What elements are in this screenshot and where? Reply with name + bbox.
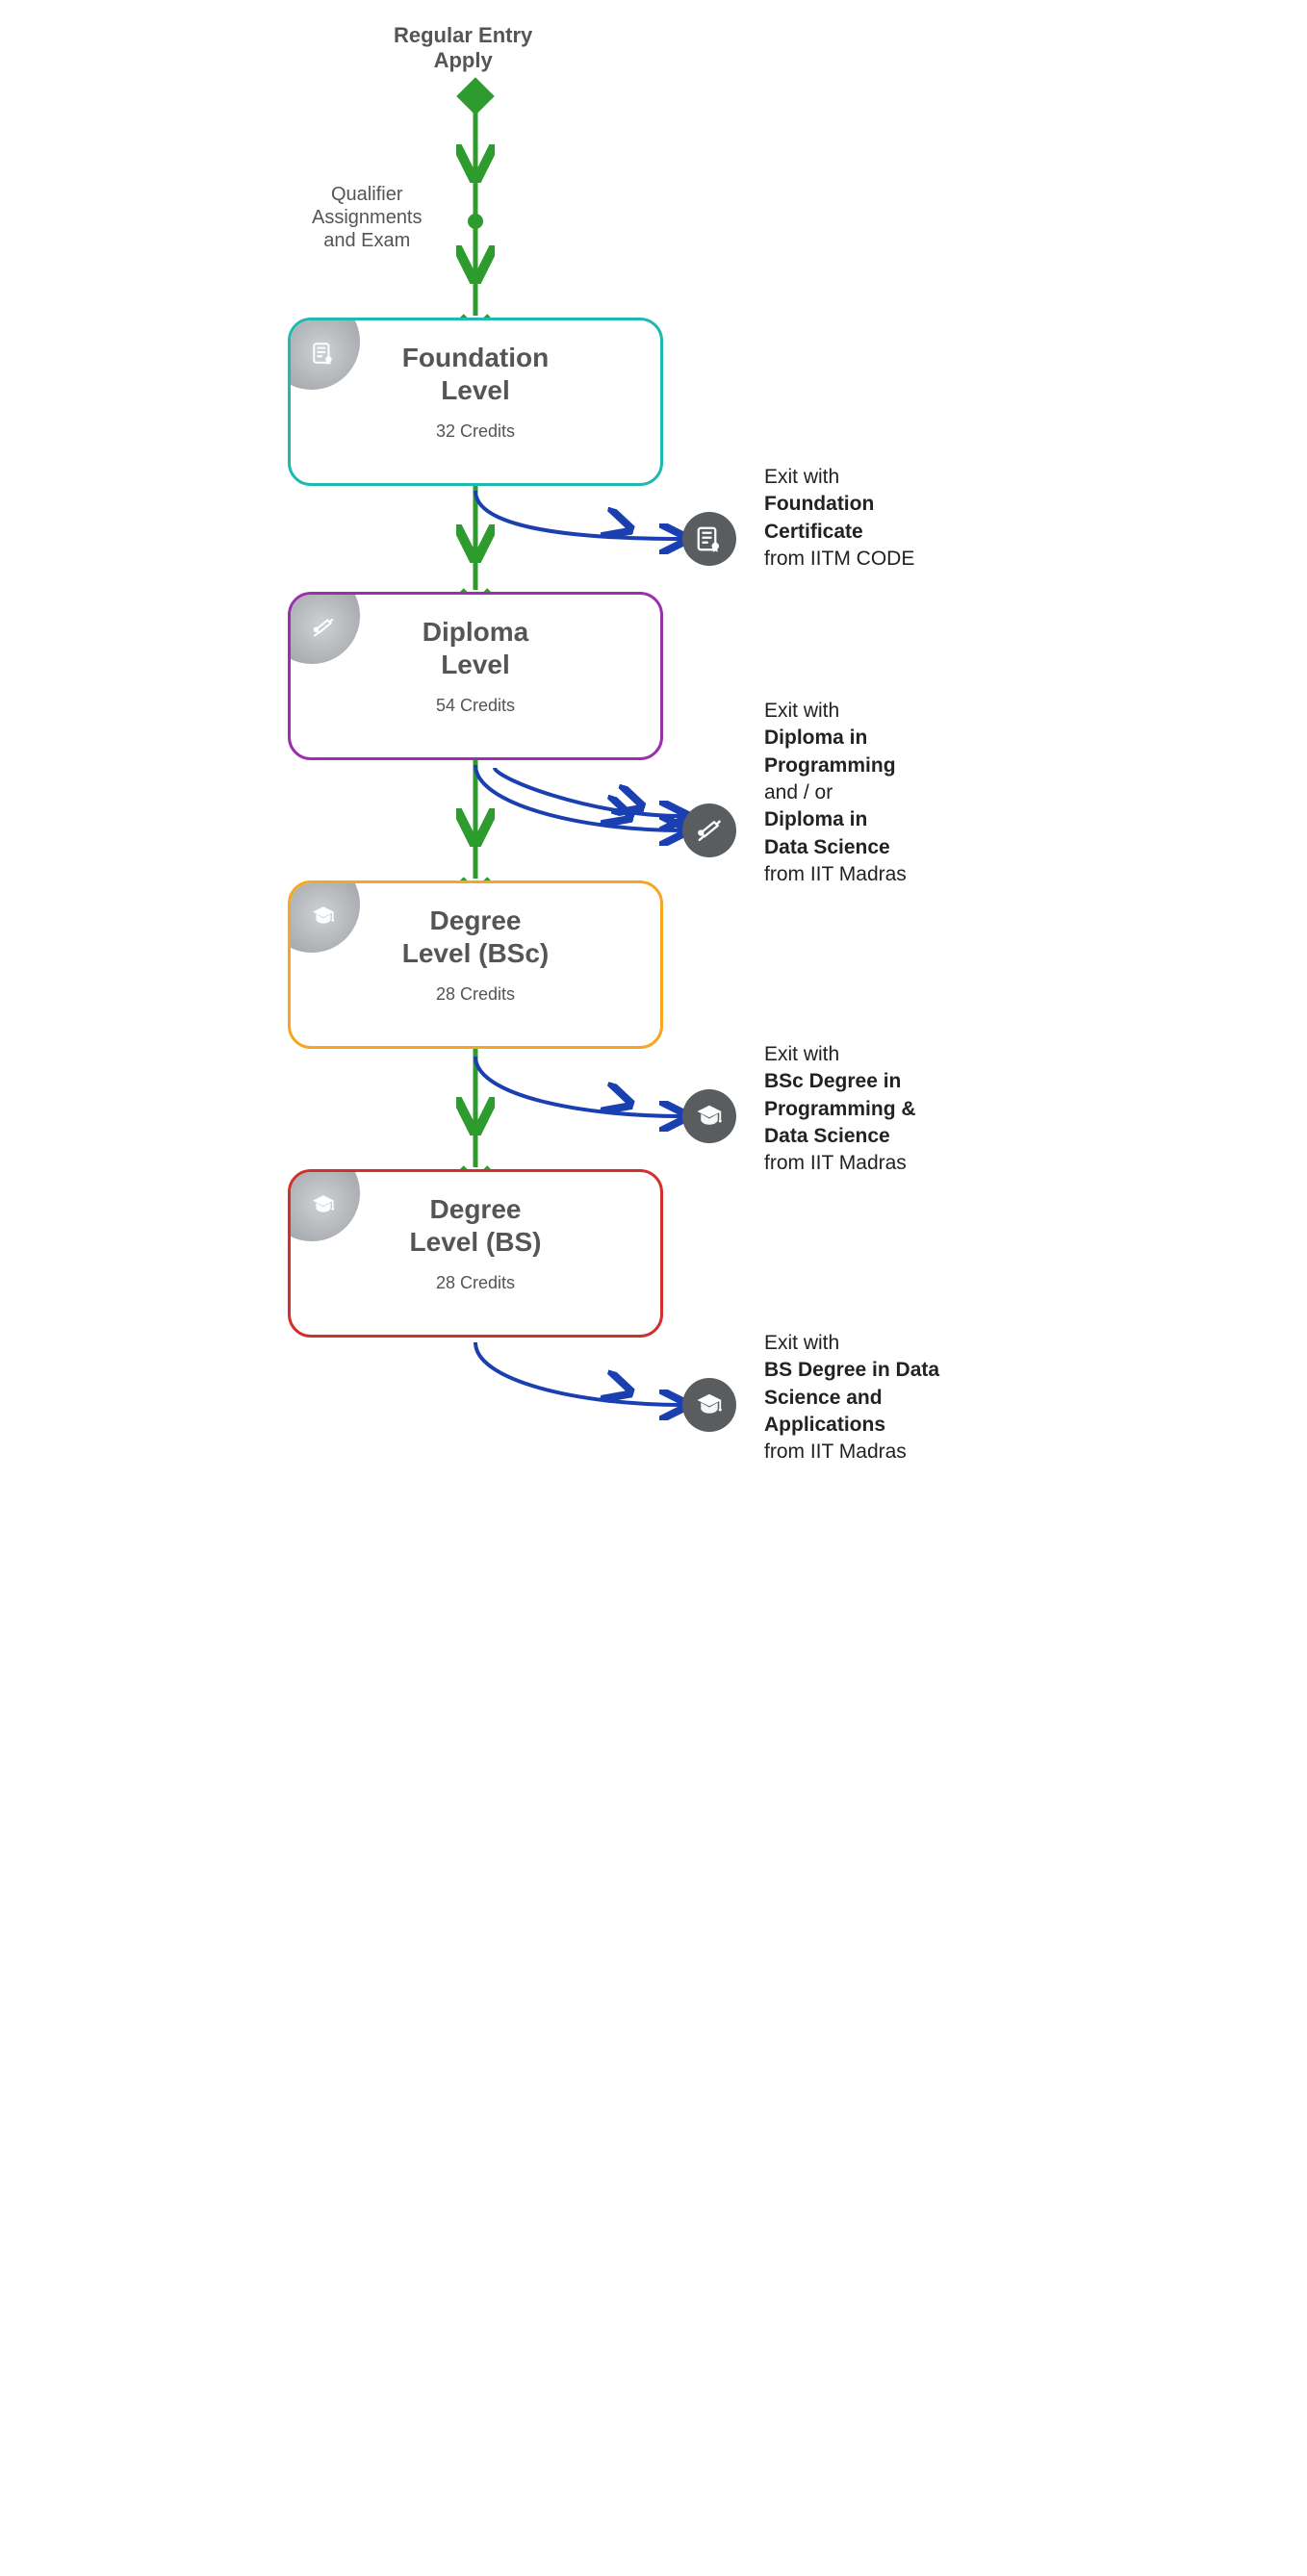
level-credits: 28 Credits bbox=[291, 984, 660, 1005]
exit-text-bsc: Exit withBSc Degree inProgramming &Data … bbox=[764, 1041, 916, 1178]
level-credits: 28 Credits bbox=[291, 1273, 660, 1293]
level-credits: 32 Credits bbox=[291, 421, 660, 442]
entry-line1: Regular Entry bbox=[394, 23, 532, 47]
exit-badge-bs bbox=[682, 1378, 736, 1432]
exit-text-bs: Exit withBS Degree in DataScience andApp… bbox=[764, 1330, 939, 1467]
entry-label: Regular Entry Apply bbox=[394, 23, 532, 74]
exit-text-diploma: Exit withDiploma inProgrammingand / orDi… bbox=[764, 698, 907, 888]
exit-badge-diploma bbox=[682, 803, 736, 857]
program-pathway-diagram: Regular Entry Apply Qualifier Assignment… bbox=[283, 19, 1024, 1482]
level-box-diploma: Diploma Level 54 Credits bbox=[288, 592, 663, 760]
qualifier-line3: and Exam bbox=[323, 230, 410, 251]
exit-badge-foundation bbox=[682, 512, 736, 566]
level-credits: 54 Credits bbox=[291, 696, 660, 716]
level-box-bsc: Degree Level (BSc) 28 Credits bbox=[288, 880, 663, 1049]
qualifier-line1: Qualifier bbox=[331, 184, 402, 205]
exit-text-foundation: Exit withFoundationCertificatefrom IITM … bbox=[764, 464, 914, 573]
entry-line2: Apply bbox=[434, 48, 493, 72]
exit-badge-bsc bbox=[682, 1089, 736, 1143]
qualifier-line2: Assignments bbox=[312, 207, 423, 228]
level-box-bs: Degree Level (BS) 28 Credits bbox=[288, 1169, 663, 1338]
qualifier-label: Qualifier Assignments and Exam bbox=[312, 183, 423, 252]
level-box-foundation: Foundation Level 32 Credits bbox=[288, 318, 663, 486]
